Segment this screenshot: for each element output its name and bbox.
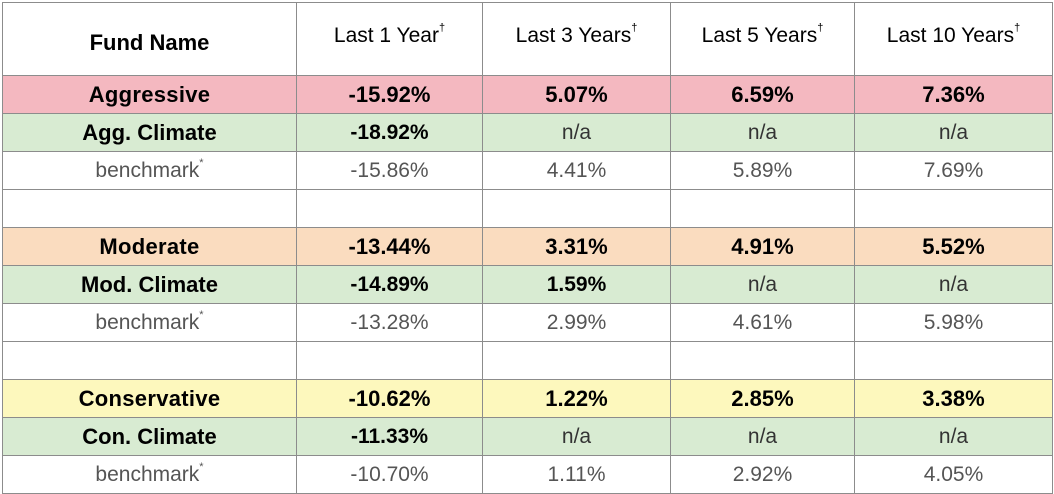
value-cell: 3.38% [854,379,1053,418]
value-cell: -13.44% [296,227,483,266]
row-label: Conservative [78,385,221,411]
asterisk-marker: * [199,460,204,473]
value-cell: 7.36% [854,75,1053,114]
value-cell: -14.89% [296,265,483,304]
value-cell: n/a [670,113,855,152]
value-cell: -15.92% [296,75,483,114]
value-cell: n/a [482,417,671,456]
row-label: Aggressive [88,81,211,107]
value-cell: 3.31% [482,227,671,266]
row-label-cell: Moderate [2,227,297,266]
empty-cell [854,341,1053,380]
row-label: Con. Climate [82,423,217,449]
value-cell: n/a [482,113,671,152]
benchmark-row-moderate: benchmark* -13.28% 2.99% 4.61% 5.98% [2,303,1053,342]
dagger-marker: † [438,22,446,34]
header-row: Fund Name Last 1 Year† Last 3 Years† Las… [2,2,1053,76]
value-cell: n/a [854,265,1053,304]
benchmark-row-conservative: benchmark* -10.70% 1.11% 2.92% 4.05% [2,455,1053,494]
column-header-3-years: Last 3 Years† [482,2,671,76]
value-cell: 1.11% [482,455,671,494]
value-cell: 5.89% [670,151,855,190]
empty-cell [296,189,483,228]
value-cell: 4.41% [482,151,671,190]
row-label: benchmark [95,158,200,182]
climate-row-conservative: Con. Climate -11.33% n/a n/a n/a [2,417,1053,456]
value-cell: n/a [854,113,1053,152]
fund-row-aggressive: Aggressive -15.92% 5.07% 6.59% 7.36% [2,75,1053,114]
row-label-cell: Aggressive [2,75,297,114]
empty-cell [2,341,297,380]
empty-cell [296,341,483,380]
value-cell: 1.59% [482,265,671,304]
asterisk-marker: * [199,156,204,169]
asterisk-marker: * [199,308,204,321]
row-label-cell: Con. Climate [2,417,297,456]
value-cell: 1.22% [482,379,671,418]
value-cell: 6.59% [670,75,855,114]
climate-row-aggressive: Agg. Climate -18.92% n/a n/a n/a [2,113,1053,152]
value-cell: 4.61% [670,303,855,342]
row-label: Moderate [99,233,200,259]
fund-name-header-label: Fund Name [89,30,210,55]
spacer-row [2,189,1053,228]
empty-cell [854,189,1053,228]
benchmark-row-aggressive: benchmark* -15.86% 4.41% 5.89% 7.69% [2,151,1053,190]
row-label-cell: benchmark* [2,151,297,190]
value-cell: -11.33% [296,417,483,456]
period-label: Last 3 Years [515,24,632,47]
value-cell: -10.70% [296,455,483,494]
dagger-marker: † [1014,22,1021,34]
value-cell: 2.92% [670,455,855,494]
value-cell: 5.07% [482,75,671,114]
fund-row-moderate: Moderate -13.44% 3.31% 4.91% 5.52% [2,227,1053,266]
period-label: Last 5 Years [701,24,818,47]
period-label: Last 10 Years [886,24,1015,47]
value-cell: 4.05% [854,455,1053,494]
value-cell: n/a [670,265,855,304]
column-header-1-year: Last 1 Year† [296,2,483,76]
empty-cell [2,189,297,228]
value-cell: 5.52% [854,227,1053,266]
period-label: Last 1 Year [333,24,439,47]
column-header-fund-name: Fund Name [2,2,297,76]
empty-cell [482,189,671,228]
value-cell: n/a [854,417,1053,456]
spacer-row [2,341,1053,380]
row-label: benchmark [95,310,200,334]
value-cell: 5.98% [854,303,1053,342]
empty-cell [482,341,671,380]
dagger-marker: † [817,22,824,34]
row-label: benchmark [95,462,200,486]
column-header-5-years: Last 5 Years† [670,2,855,76]
fund-row-conservative: Conservative -10.62% 1.22% 2.85% 3.38% [2,379,1053,418]
value-cell: -15.86% [296,151,483,190]
row-label-cell: Mod. Climate [2,265,297,304]
value-cell: 2.85% [670,379,855,418]
climate-row-moderate: Mod. Climate -14.89% 1.59% n/a n/a [2,265,1053,304]
row-label: Mod. Climate [81,271,218,297]
row-label: Agg. Climate [82,119,217,145]
column-header-10-years: Last 10 Years† [854,2,1053,76]
value-cell: 4.91% [670,227,855,266]
empty-cell [670,189,855,228]
value-cell: -10.62% [296,379,483,418]
row-label-cell: benchmark* [2,455,297,494]
empty-cell [670,341,855,380]
row-label-cell: Conservative [2,379,297,418]
value-cell: -13.28% [296,303,483,342]
dagger-marker: † [631,22,638,34]
row-label-cell: benchmark* [2,303,297,342]
row-label-cell: Agg. Climate [2,113,297,152]
value-cell: -18.92% [296,113,483,152]
value-cell: 2.99% [482,303,671,342]
value-cell: n/a [670,417,855,456]
value-cell: 7.69% [854,151,1053,190]
